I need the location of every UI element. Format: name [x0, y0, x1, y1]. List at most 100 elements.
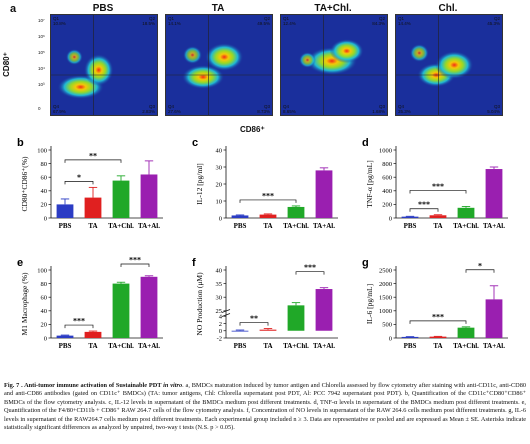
category-label: TA+Al.	[313, 222, 335, 230]
y-axis-label: IL-12 [pg/ml]	[195, 163, 204, 204]
y-tick-label: 2500	[379, 267, 392, 274]
chart-panel-d: d 0 200 400 600 800 1000 TNF-α [pg/mL] PBS TA TA+C…	[360, 137, 520, 256]
category-label: TA+Al.	[138, 222, 160, 230]
bar	[429, 336, 447, 338]
y-axis-label: TNF-α [pg/mL]	[365, 160, 374, 207]
quadrant-label: Q2 49.5%	[257, 16, 270, 26]
quadrant-label: Q3 2.83%	[142, 104, 155, 114]
y-tick-label: 600	[382, 175, 392, 182]
y-tick-label: 0	[44, 215, 47, 222]
y-tick-label: 10	[216, 198, 223, 205]
caption-body: . a, BMDCs maturation induced by tumor a…	[4, 382, 526, 432]
bar	[287, 206, 305, 218]
quadrant-label: Q1 14.1%	[168, 16, 181, 26]
quadrant-label: Q2 84.3%	[372, 16, 385, 26]
significance-bracket	[239, 322, 269, 326]
y-tick-label: 2	[219, 321, 222, 328]
significance-label: *	[77, 173, 81, 182]
flow-density-plot: Q1 12.4% Q2 84.3% Q4 8.65% Q3 1.68%	[280, 14, 388, 116]
category-label: TA+Chl.	[108, 342, 134, 350]
y-tick-label: 0	[44, 335, 47, 342]
bar	[485, 169, 503, 218]
bar	[112, 180, 130, 218]
figure-caption: Fig. 7 . Anti-tumor immune activation of…	[4, 382, 526, 432]
category-label: PBS	[59, 222, 72, 230]
density-cluster	[65, 49, 83, 65]
significance-label: ***	[432, 182, 444, 191]
bar	[401, 216, 419, 218]
quadrant-label: Q2 18.5%	[142, 16, 155, 26]
flow-title-1: TA	[211, 3, 225, 14]
y-tick-label: 2000	[379, 281, 392, 288]
significance-bracket	[64, 324, 94, 329]
axis-break-mark	[221, 309, 231, 313]
flow-y-tick: 0	[38, 106, 41, 111]
density-cluster	[83, 54, 114, 86]
y-tick-label: 1500	[379, 295, 392, 302]
y-axis-label: CD80⁺CD86⁺(%)	[20, 156, 29, 212]
flow-y-tick: 10³	[38, 82, 45, 87]
category-label: PBS	[234, 342, 247, 350]
quadrant-label: Q3 1.68%	[372, 104, 385, 114]
panel-letter: e	[17, 257, 23, 269]
bar	[315, 170, 333, 218]
density-cluster	[205, 43, 244, 71]
y-tick-label: 40	[216, 267, 223, 274]
y-tick-label: 80	[41, 161, 48, 168]
y-tick-label: 200	[382, 202, 392, 209]
caption-lead-italic: in vitro	[163, 382, 183, 389]
significance-bracket	[239, 199, 297, 203]
category-label: TA+Chl.	[453, 222, 479, 230]
bar	[112, 283, 130, 338]
y-axis-label: M1 Macrophage (%)	[20, 272, 29, 335]
y-axis-label: IL-6 [pg/mL]	[365, 284, 374, 324]
chart-svg: d 0 200 400 600 800 1000 TNF-α [pg/mL] PBS TA TA+C…	[362, 137, 508, 230]
y-tick-label: 0	[219, 215, 222, 222]
category-label: TA+Chl.	[283, 342, 309, 350]
quadrant-label: Q4 67.9%	[53, 104, 66, 114]
y-tick-label: 35	[216, 281, 223, 288]
significance-label: ***	[432, 312, 444, 321]
density-cluster	[435, 51, 474, 79]
flow-y-tick: 10⁷	[38, 18, 45, 23]
density-cluster	[181, 65, 225, 89]
bar	[140, 174, 158, 218]
category-label: PBS	[404, 342, 417, 350]
chart-svg: e 0 20 40 60 80 100 M1 Macrophage (%) PBS TA TA+Ch…	[17, 256, 163, 350]
density-cluster	[329, 39, 364, 63]
panel-letter: f	[192, 257, 196, 269]
density-cluster	[409, 44, 429, 62]
quadrant-label: Q4 27.6%	[168, 104, 181, 114]
bar	[56, 204, 74, 218]
density-cluster	[299, 52, 316, 68]
quadrant-label: Q1 14.4%	[398, 16, 411, 26]
category-label: PBS	[59, 342, 72, 350]
quadrant-label: Q4 8.65%	[283, 104, 296, 114]
bar	[259, 214, 277, 218]
axis-break-mark	[221, 313, 231, 317]
quadrant-label: Q1 10.8%	[53, 16, 66, 26]
quadrant-label: Q4 35.3%	[398, 104, 411, 114]
panel-letter: d	[362, 137, 369, 149]
category-label: TA+Al.	[483, 222, 505, 230]
y-tick-label: 20	[216, 181, 223, 188]
y-tick-label: 800	[382, 161, 392, 168]
flow-density-plot: Q1 14.4% Q2 45.3% Q4 35.3% Q3 5.04%	[395, 14, 503, 116]
category-label: TA+Al.	[313, 342, 335, 350]
bar	[231, 330, 249, 332]
chart-panel-f: f -2 0 2 4 25 30 35 40 NO Production (μM) PBS TA TA+…	[190, 257, 350, 376]
bar	[84, 197, 102, 218]
panel-letter: b	[17, 137, 24, 149]
y-tick-label: 40	[41, 308, 48, 315]
significance-label: ***	[304, 263, 316, 272]
chart-svg: g 0 500 1000 1500 2000 2500 IL-6 [pg/mL] PBS TA TA…	[362, 257, 508, 350]
quadrant-label: Q2 45.3%	[487, 16, 500, 26]
category-label: TA	[263, 222, 272, 230]
category-label: TA+Chl.	[283, 222, 309, 230]
category-label: TA	[433, 222, 442, 230]
significance-bracket	[409, 190, 467, 194]
panel-letter: g	[362, 257, 369, 269]
flow-density-plot: Q1 10.8% Q2 18.5% Q4 67.9% Q3 2.83%	[50, 14, 158, 116]
bar	[315, 289, 333, 331]
